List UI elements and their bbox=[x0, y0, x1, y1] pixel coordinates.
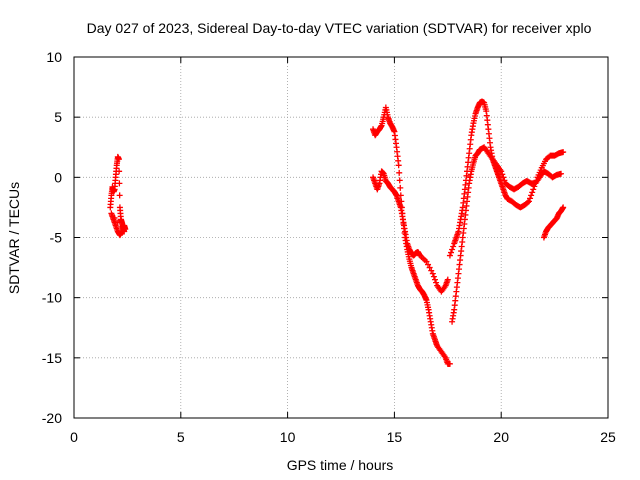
y-tick-label: 10 bbox=[46, 49, 62, 65]
data-point bbox=[448, 249, 455, 256]
data-point bbox=[444, 276, 451, 283]
data-point bbox=[115, 156, 122, 163]
data-point bbox=[529, 189, 536, 196]
data-point bbox=[558, 170, 565, 177]
data-point bbox=[449, 246, 456, 253]
x-tick-label: 25 bbox=[600, 429, 616, 445]
x-tick-label: 5 bbox=[177, 429, 185, 445]
data-points bbox=[107, 98, 567, 367]
data-point bbox=[397, 184, 404, 191]
data-series-segment-5 bbox=[449, 144, 565, 325]
data-point bbox=[499, 171, 506, 178]
data-series-segment-2 bbox=[370, 104, 453, 367]
data-series-segment-3 bbox=[370, 168, 451, 295]
data-point bbox=[560, 204, 567, 211]
data-point bbox=[122, 226, 129, 233]
data-point bbox=[560, 149, 567, 156]
data-series-segment-4 bbox=[446, 98, 567, 259]
data-point bbox=[446, 360, 453, 367]
data-point bbox=[428, 267, 435, 274]
data-point bbox=[396, 169, 403, 176]
data-point bbox=[116, 192, 123, 199]
data-point bbox=[396, 177, 403, 184]
y-tick-label: 0 bbox=[54, 169, 62, 185]
x-tick-label: 15 bbox=[387, 429, 403, 445]
y-tick-label: 5 bbox=[54, 109, 62, 125]
y-tick-label: -10 bbox=[42, 290, 62, 306]
y-axis-title: SDTVAR / TECUs bbox=[6, 182, 22, 294]
y-tick-label: -15 bbox=[42, 350, 62, 366]
data-point bbox=[433, 279, 440, 286]
data-point bbox=[525, 198, 532, 205]
x-tick-label: 20 bbox=[493, 429, 509, 445]
data-series-segment-6 bbox=[540, 204, 567, 241]
data-point bbox=[116, 180, 123, 187]
data-point bbox=[430, 273, 437, 280]
data-point bbox=[527, 195, 534, 202]
data-point bbox=[501, 177, 508, 184]
grid-lines bbox=[74, 57, 608, 418]
data-series-segment-1 bbox=[107, 153, 129, 239]
data-point bbox=[429, 270, 436, 277]
data-point bbox=[395, 162, 402, 169]
x-tick-label: 10 bbox=[280, 429, 296, 445]
data-point bbox=[500, 174, 507, 181]
data-point bbox=[528, 192, 535, 199]
data-point bbox=[498, 168, 505, 175]
data-point bbox=[450, 243, 457, 250]
x-tick-label: 0 bbox=[70, 429, 78, 445]
data-point bbox=[431, 276, 438, 283]
y-tick-label: -20 bbox=[42, 410, 62, 426]
data-point bbox=[425, 261, 432, 268]
chart-title: Day 027 of 2023, Sidereal Day-to-day VTE… bbox=[87, 20, 592, 36]
data-point bbox=[423, 258, 430, 265]
data-point bbox=[524, 199, 531, 206]
data-point bbox=[530, 186, 537, 193]
axis-ticks: 0 5 10 15 20 25 -20 -15 -10 -5 0 5 10 bbox=[42, 49, 616, 445]
data-point bbox=[116, 168, 123, 175]
data-point bbox=[426, 264, 433, 271]
y-tick-label: -5 bbox=[50, 230, 63, 246]
x-axis-title: GPS time / hours bbox=[287, 457, 394, 473]
data-point bbox=[446, 252, 453, 259]
